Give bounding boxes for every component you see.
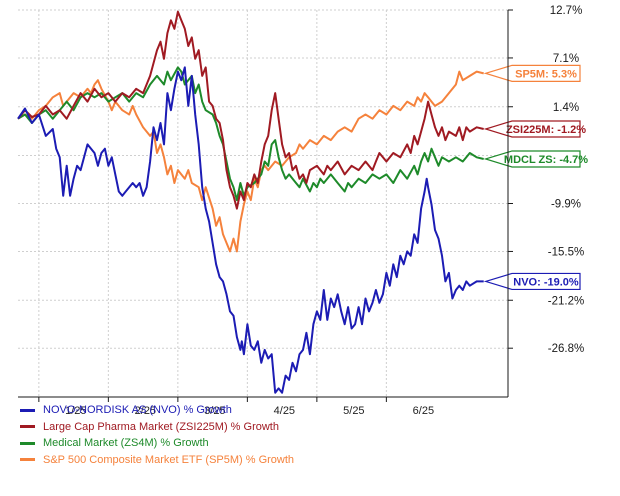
legend-item-nvo: NOVO-NORDISK AS (NVO) % Growth <box>20 402 294 419</box>
x-tick-label: 4/25 <box>274 405 295 417</box>
x-tick-label: 2/25 <box>135 405 156 417</box>
end-label-text: SP5M: 5.3% <box>515 68 577 80</box>
legend-label: Medical Market (ZS4M) % Growth <box>43 437 209 450</box>
series-lines <box>17 10 484 394</box>
legend-swatch <box>20 425 35 429</box>
end-label-text: ZSI225M: -1.2% <box>506 124 586 136</box>
y-tick-label: -15.5% <box>548 246 584 258</box>
y-tick-label: -9.9% <box>551 199 581 211</box>
x-tick-label: 6/25 <box>413 405 434 417</box>
legend-swatch <box>20 441 35 445</box>
x-tick-label: 1/25 <box>65 405 86 417</box>
end-labels: NVO: -19.0% ZSI225M: -1.2% MDCL ZS: -4.7% S… <box>483 64 588 291</box>
end-label: ZSI225M: -1.2% <box>483 120 586 138</box>
legend-item-sp5m: S&P 500 Composite Market ETF (SP5M) % Gr… <box>20 452 294 469</box>
legend-label: Large Cap Pharma Market (ZSI225M) % Grow… <box>43 420 279 433</box>
grid <box>18 9 508 397</box>
end-label: SP5M: 5.3% <box>483 64 581 82</box>
x-axis: 1/25 2/25 3/25 4/25 5/25 6/25 <box>38 397 434 417</box>
series-line <box>17 66 484 202</box>
y-tick-label: 1.4% <box>553 102 579 114</box>
series-line <box>17 10 484 210</box>
legend-item-zsi225m: Large Cap Pharma Market (ZSI225M) % Grow… <box>20 419 294 436</box>
y-tick-label: 7.1% <box>553 53 579 65</box>
end-label: MDCL ZS: -4.7% <box>483 150 588 168</box>
series-line <box>17 66 484 394</box>
end-label-text: MDCL ZS: -4.7% <box>504 154 588 166</box>
y-tick-label: -26.8% <box>548 343 584 355</box>
legend-label: NOVO-NORDISK AS (NVO) % Growth <box>43 404 232 417</box>
x-tick-label: 5/25 <box>343 405 364 417</box>
y-tick-label: -21.2% <box>548 295 584 307</box>
x-tick-label: 3/25 <box>204 405 225 417</box>
legend-label: S&P 500 Composite Market ETF (SP5M) % Gr… <box>43 453 295 466</box>
legend: NOVO-NORDISK AS (NVO) % Growth Large Cap… <box>20 402 294 468</box>
y-axis: 12.7%7.1%1.4%-4.3%-9.9%-15.5%-21.2%-26.8… <box>508 5 584 355</box>
series-line <box>17 70 484 253</box>
y-tick-label: 12.7% <box>550 5 583 17</box>
end-label-text: NVO: -19.0% <box>513 276 579 288</box>
legend-swatch <box>20 408 35 412</box>
end-label: NVO: -19.0% <box>483 272 581 291</box>
legend-swatch <box>20 458 35 462</box>
legend-item-zs4m: Medical Market (ZS4M) % Growth <box>20 435 294 452</box>
